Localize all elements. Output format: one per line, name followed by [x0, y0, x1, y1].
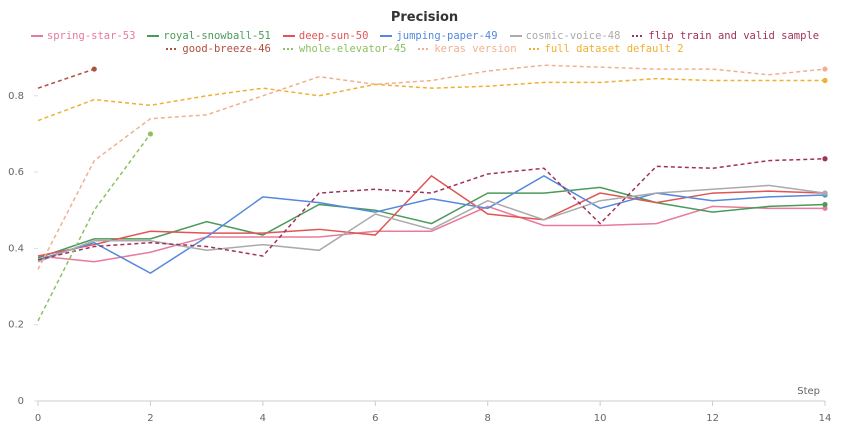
x-tick-label: 8: [485, 413, 491, 424]
y-tick-label: 0.6: [8, 167, 24, 178]
legend: spring-star-53 royal-snowball-51 deep-sun-…: [30, 30, 820, 55]
legend-label: royal-snowball-51: [163, 30, 271, 42]
legend-marker: [418, 48, 431, 50]
legend-label: full dataset default 2: [544, 43, 684, 55]
x-tick-label: 2: [147, 413, 153, 424]
legend-item[interactable]: good-breeze-46: [166, 43, 271, 55]
x-tick-label: 0: [35, 413, 41, 424]
legend-marker: [282, 35, 295, 37]
y-tick-label: 0.4: [8, 243, 24, 254]
end-dot: [822, 77, 828, 84]
series-line: [37, 68, 95, 89]
y-tick-label: 0.8: [8, 91, 24, 102]
x-tick-label: 6: [372, 413, 378, 424]
legend-marker: [528, 48, 541, 50]
series-line: [37, 157, 826, 261]
series-line: [37, 64, 826, 270]
series-line: [37, 186, 826, 259]
x-axis-label: Step: [797, 386, 820, 397]
legend-label: whole-elevator-45: [298, 43, 407, 55]
legend-label: jumping-paper-49: [396, 30, 498, 42]
legend-item[interactable]: flip train and valid sample: [632, 30, 819, 42]
x-tick-label: 14: [819, 413, 832, 424]
end-dot: [822, 66, 828, 72]
legend-label: cosmic-voice-48: [525, 30, 621, 42]
x-tick-label: 12: [706, 413, 719, 424]
end-dot: [822, 156, 828, 162]
legend-marker: [380, 35, 393, 37]
legend-label: deep-sun-50: [298, 30, 369, 42]
legend-marker: [632, 35, 645, 37]
legend-item[interactable]: full dataset default 2: [528, 43, 684, 55]
legend-item[interactable]: jumping-paper-49: [380, 30, 498, 42]
legend-label: keras version: [434, 43, 517, 55]
legend-marker: [166, 48, 179, 50]
legend-item[interactable]: royal-snowball-51: [147, 30, 271, 42]
series-line: [37, 175, 826, 275]
legend-marker: [282, 48, 295, 50]
legend-marker: [509, 35, 522, 37]
end-dot: [822, 205, 828, 211]
legend-item[interactable]: spring-star-53: [30, 30, 136, 42]
legend-item[interactable]: cosmic-voice-48: [509, 30, 621, 42]
legend-label: spring-star-53: [46, 30, 136, 42]
x-tick-label: 10: [594, 413, 607, 424]
series-line: [37, 174, 826, 257]
legend-marker: [147, 35, 160, 37]
series-line: [37, 184, 826, 263]
legend-marker: [30, 35, 43, 37]
y-tick-label: 0.2: [8, 320, 24, 331]
chart-title: Precision: [390, 10, 459, 25]
legend-item[interactable]: keras version: [418, 43, 517, 55]
y-tick-label: 0: [18, 396, 24, 407]
end-dot: [147, 131, 154, 137]
x-tick-label: 4: [260, 413, 266, 424]
end-dot: [822, 190, 828, 196]
legend-label: flip train and valid sample: [648, 30, 820, 42]
series-line: [37, 77, 825, 122]
legend-item[interactable]: deep-sun-50: [282, 30, 369, 42]
legend-item[interactable]: whole-elevator-45: [282, 43, 407, 55]
end-dot: [822, 201, 828, 208]
series-line: [37, 205, 825, 263]
end-dot: [91, 66, 97, 72]
legend-label: good-breeze-46: [182, 43, 271, 55]
